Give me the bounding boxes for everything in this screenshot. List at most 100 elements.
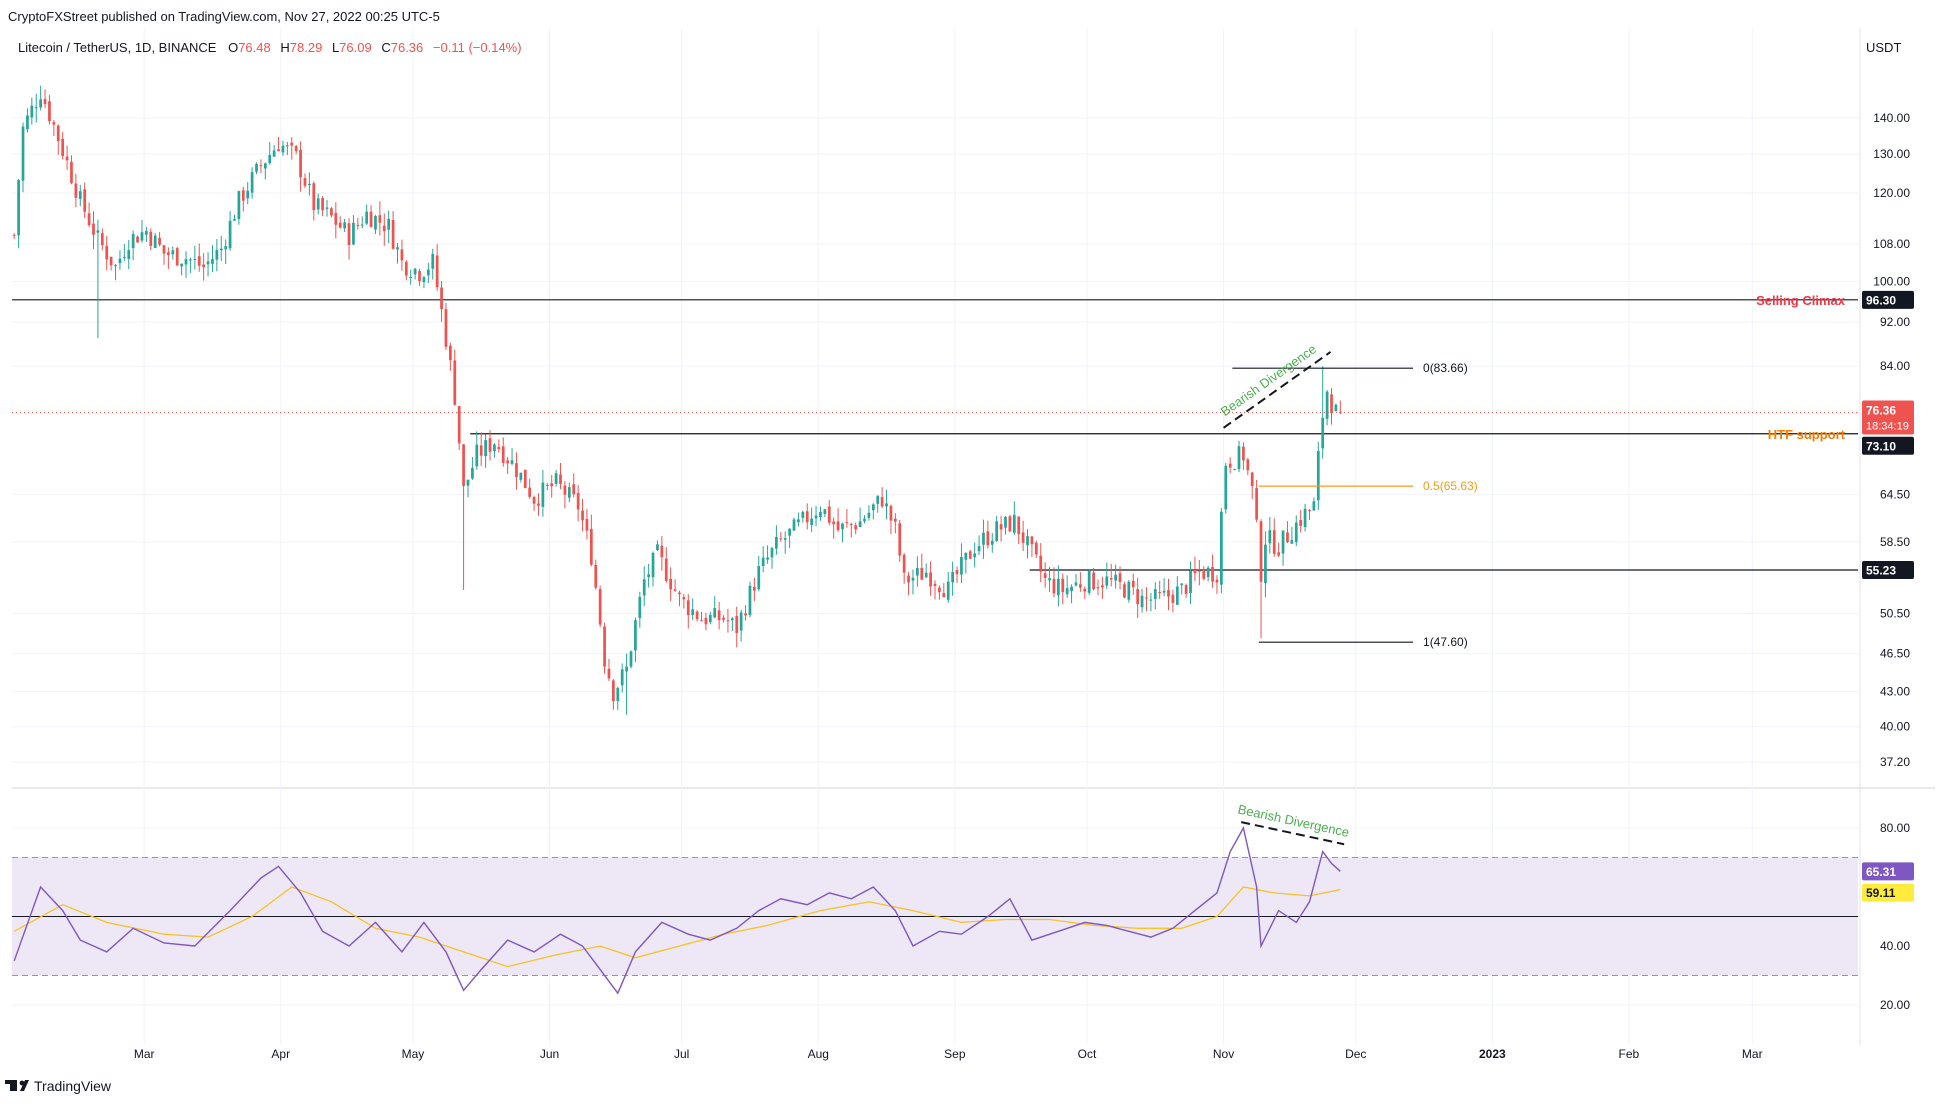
candle-body — [382, 225, 386, 232]
price-tick-label: 84.00 — [1880, 359, 1910, 373]
rsi-line — [13, 826, 1341, 995]
candle-body — [325, 207, 329, 209]
candle-body — [127, 250, 131, 259]
candle-body — [263, 163, 267, 169]
candle-body — [1189, 570, 1192, 594]
candle-body — [290, 142, 294, 146]
candle-body — [832, 521, 836, 525]
candle-body — [827, 506, 831, 523]
candle-body — [39, 99, 43, 108]
candle-body — [1321, 417, 1325, 449]
rsi-divergence-line[interactable] — [1240, 821, 1345, 846]
candle-body — [678, 592, 681, 595]
rsi-tick-label: 80.00 — [1880, 821, 1910, 835]
candle-body — [1316, 451, 1320, 501]
candle-body — [1012, 514, 1016, 533]
candle-body — [532, 496, 536, 504]
candle-body — [1246, 459, 1250, 471]
symbol-title: Litecoin / TetherUS, 1D, BINANCE — [18, 40, 217, 55]
candle-body — [1004, 516, 1007, 528]
candlestick-series[interactable] — [12, 85, 1342, 715]
candle-body — [1079, 584, 1082, 588]
candle-body — [938, 587, 941, 593]
price-tick-label: 50.50 — [1880, 606, 1910, 620]
rsi-tick-label: 40.00 — [1880, 939, 1910, 953]
candle-body — [153, 235, 157, 249]
candle-body — [189, 259, 192, 261]
candle-body — [1083, 588, 1087, 592]
candle-body — [955, 570, 959, 575]
close-value: 76.36 — [391, 40, 424, 55]
candle-body — [365, 211, 369, 224]
candle-body — [907, 575, 910, 583]
candle-body — [330, 208, 333, 216]
fibonacci-retracement[interactable]: 0(83.66) 0.5(65.63) 1(47.60) — [1232, 361, 1478, 649]
candle-body — [757, 566, 761, 590]
candle-body — [761, 557, 765, 567]
support-55-badge-bg — [1862, 560, 1914, 579]
candle-body — [801, 511, 805, 518]
candle-body — [92, 223, 95, 235]
candle-body — [246, 190, 250, 199]
price-divergence-line[interactable] — [1222, 351, 1332, 429]
current-price-badge-bg — [1862, 400, 1914, 435]
candle-body — [973, 553, 977, 558]
candle-body — [1026, 536, 1029, 546]
candle-body — [303, 178, 307, 186]
candle-body — [845, 522, 849, 524]
candle-body — [219, 248, 223, 251]
published-by-text: CryptoFXStreet published on TradingView.… — [8, 9, 440, 24]
candle-body — [1153, 589, 1157, 599]
candle-body — [193, 258, 197, 260]
candle-body — [1105, 576, 1109, 586]
candle-body — [145, 230, 148, 235]
time-tick-label: Nov — [1213, 1047, 1234, 1061]
candle-body — [933, 583, 937, 586]
candle-body — [805, 511, 809, 523]
candle-body — [215, 249, 219, 260]
candle-body — [180, 263, 183, 267]
candle-body — [1140, 595, 1144, 608]
candle-body — [946, 581, 950, 600]
htf-support-label: HTF support — [1768, 427, 1846, 442]
candle-body — [867, 512, 871, 518]
candle-body — [1074, 582, 1078, 586]
candle-body — [471, 468, 474, 479]
time-tick-label: Jul — [674, 1047, 689, 1061]
open-label: O — [228, 40, 238, 55]
candle-body — [863, 518, 866, 522]
candle-body — [21, 126, 25, 181]
price-tick-label: 120.00 — [1873, 186, 1910, 200]
candle-body — [211, 259, 214, 264]
time-tick-label: Oct — [1078, 1047, 1097, 1061]
candle-body — [1048, 578, 1051, 581]
candle-body — [722, 617, 725, 620]
candle-body — [1334, 404, 1338, 412]
candle-body — [612, 680, 615, 702]
candle-body — [1008, 516, 1012, 532]
candle-body — [656, 544, 659, 551]
candle-body — [321, 197, 324, 211]
tradingview-logo[interactable]: TradingView — [5, 1078, 112, 1094]
candle-body — [559, 474, 562, 485]
candle-body — [175, 248, 179, 266]
candle-body — [202, 264, 206, 268]
candle-body — [704, 617, 708, 625]
candle-body — [911, 577, 915, 581]
candle-body — [849, 524, 853, 526]
candle-body — [237, 191, 241, 220]
candle-body — [1277, 552, 1281, 556]
candle-body — [686, 600, 690, 616]
tradingview-brand: TradingView — [34, 1078, 112, 1094]
candle-body — [1136, 589, 1140, 605]
candle-body — [1242, 446, 1245, 461]
candle-body — [506, 460, 510, 464]
candle-body — [1193, 569, 1197, 574]
candle-body — [1233, 469, 1236, 471]
time-tick-label: Mar — [1742, 1047, 1763, 1061]
candle-body — [387, 218, 391, 230]
candle-body — [841, 523, 844, 530]
candle-body — [581, 510, 584, 521]
candle-body — [404, 261, 408, 276]
candle-body — [642, 579, 646, 596]
